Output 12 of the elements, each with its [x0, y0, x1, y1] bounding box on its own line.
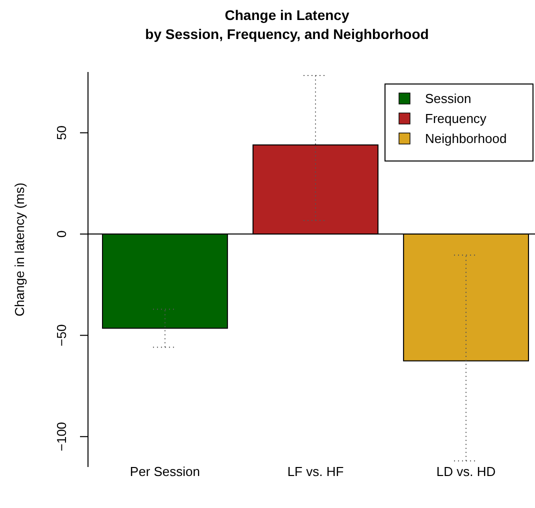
y-tick-label: −100: [54, 422, 69, 452]
x-tick-label: LF vs. HF: [287, 464, 344, 479]
y-tick-label: 50: [54, 126, 69, 140]
y-tick-label: −50: [54, 324, 69, 346]
y-axis-title: Change in latency (ms): [12, 182, 27, 316]
legend-label: Session: [425, 91, 472, 106]
legend-label: Neighborhood: [425, 131, 507, 146]
y-tick-label: 0: [54, 230, 69, 238]
x-tick-label: Per Session: [130, 464, 200, 479]
x-tick-label: LD vs. HD: [436, 464, 496, 479]
chart-title: Change in Latency by Session, Frequency, and Neighborhood: [145, 7, 429, 42]
legend-label: Frequency: [425, 111, 487, 126]
